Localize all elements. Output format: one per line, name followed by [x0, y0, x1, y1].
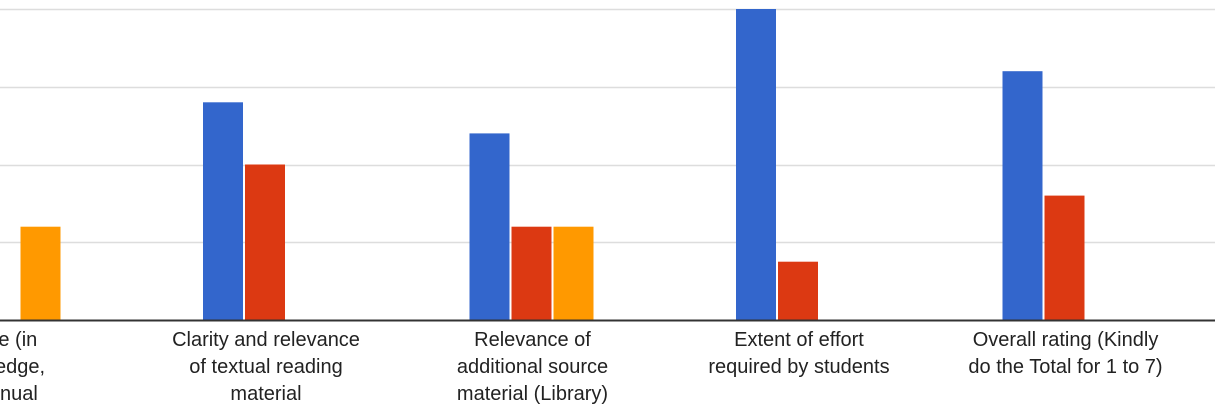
x-tick-label-line: nowledge, — [0, 356, 46, 378]
bar-series-2-category-4 — [778, 261, 818, 320]
bar-series-2-category-5 — [1044, 195, 1085, 320]
x-tick-label-line: , manual — [0, 383, 38, 405]
x-tick-label: Extent of effort required by students — [669, 327, 929, 381]
x-tick-label: Overall rating (Kindly do the Total for 1… — [936, 327, 1196, 381]
bar-series-1-category-5 — [1002, 71, 1043, 320]
x-tick-label: Clarity and relevance of textual reading m… — [136, 327, 396, 408]
bar-series-3-category-1 — [20, 226, 61, 320]
bar-series-1-category-2 — [203, 102, 243, 320]
bars — [20, 9, 1085, 320]
bar-series-1-category-4 — [736, 9, 776, 320]
x-tick-label-line: Extent of effort — [734, 329, 864, 351]
x-tick-label-line: material (Library) — [456, 383, 609, 405]
x-tick-label-line: do the Total for 1 to 7) — [968, 356, 1163, 378]
x-tick-label-line: material — [230, 383, 302, 405]
bar-series-3-category-3 — [553, 226, 594, 320]
x-tick-label-line: additional source — [456, 356, 609, 378]
x-tick-label-line: of textual reading — [189, 356, 343, 378]
bar-series-2-category-3 — [511, 226, 552, 320]
x-tick-label-line: value (in — [0, 329, 38, 351]
x-tick-label: value (in nowledge, , manual — [0, 327, 130, 408]
x-tick-label-line: Relevance of — [474, 329, 591, 351]
x-tick-label-line: Clarity and relevance — [172, 329, 360, 351]
bar-series-1-category-3 — [469, 133, 510, 320]
x-tick-label-line: required by students — [708, 356, 890, 378]
x-tick-label-line: Overall rating (Kindly — [972, 329, 1159, 351]
bar-series-2-category-2 — [245, 164, 285, 320]
x-tick-label: Relevance of additional source material (L… — [403, 327, 663, 408]
